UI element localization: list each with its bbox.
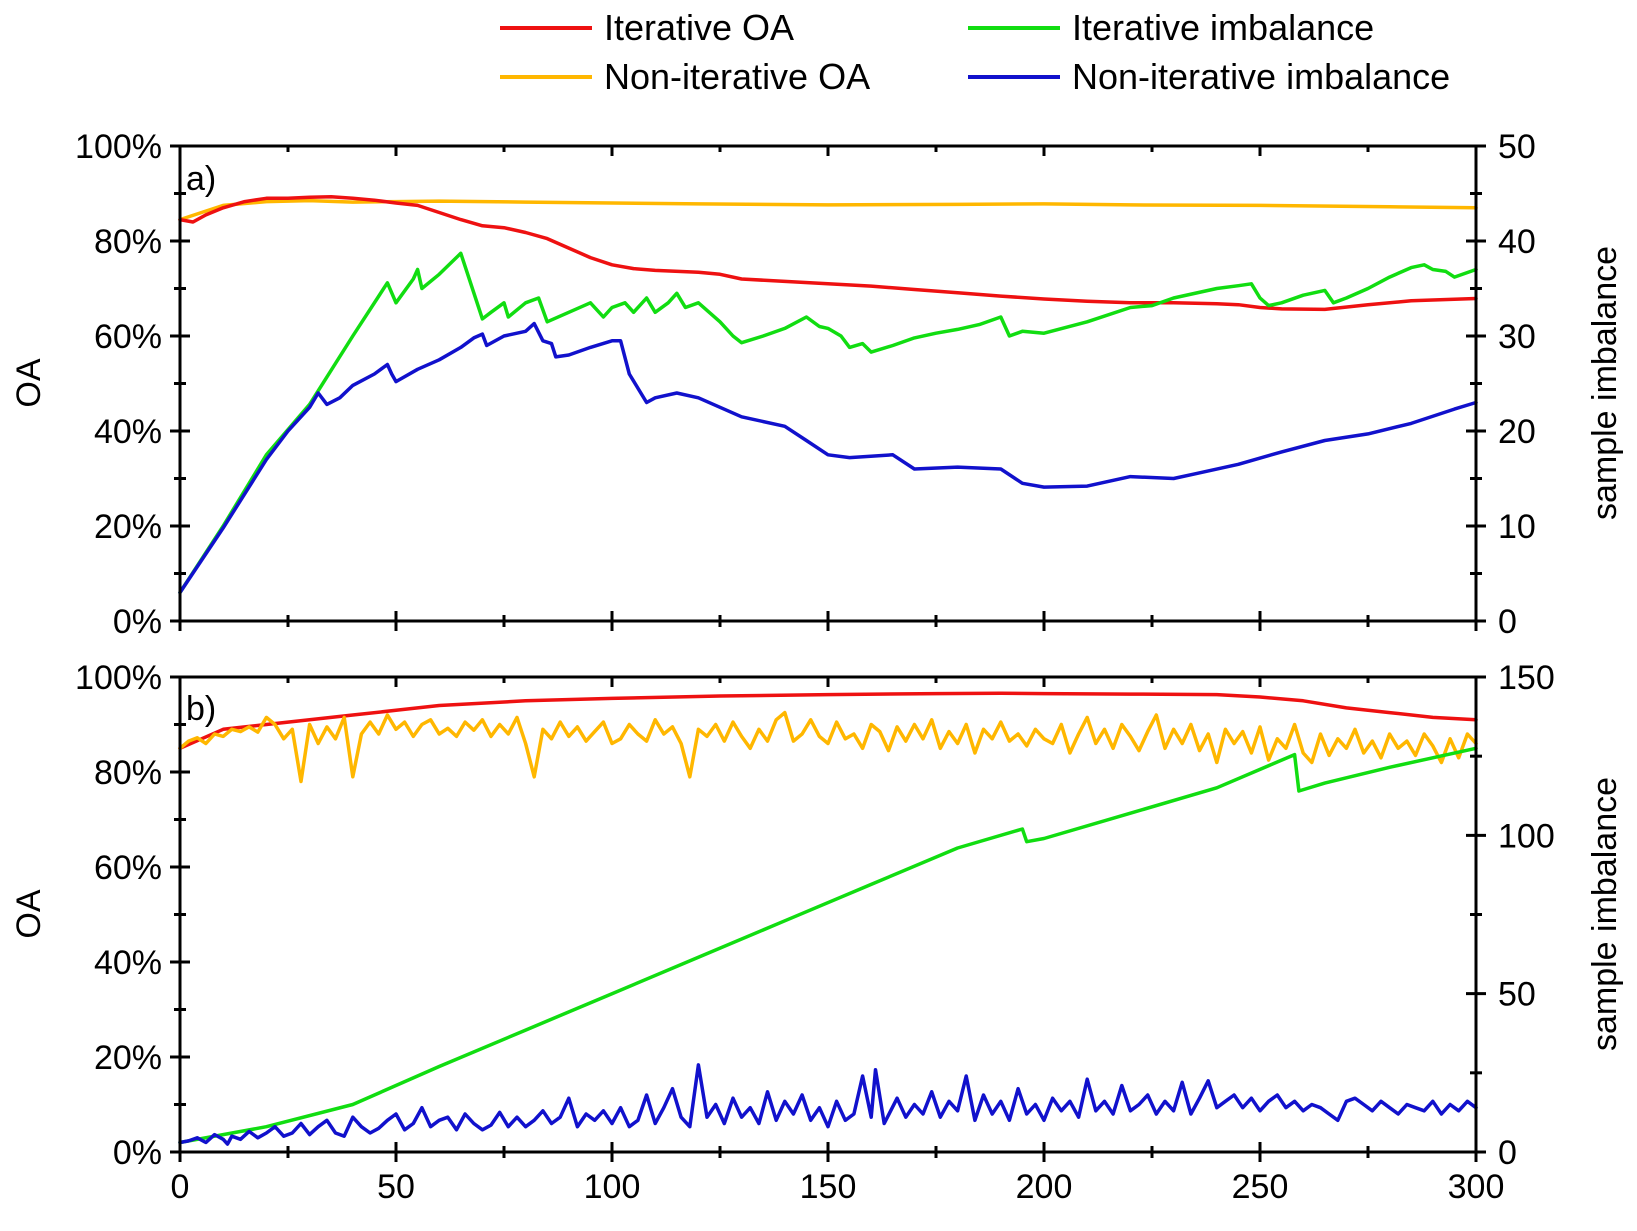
panel-b-left-tick-label: 80% <box>94 754 162 792</box>
panel-a-right-tick-label: 0 <box>1498 603 1517 641</box>
legend-label-iterative-oa: Iterative OA <box>604 7 794 48</box>
panel-b-left-tick-label: 0% <box>113 1134 162 1172</box>
panel-a-right-tick-label: 10 <box>1498 508 1536 546</box>
panel-a-right-tick-label: 50 <box>1498 128 1536 166</box>
panel-b-series <box>178 691 1478 1146</box>
legend: Iterative OA Iterative imbalance Non-ite… <box>500 7 1450 97</box>
x-tick-label: 0 <box>171 1168 190 1206</box>
x-axis-tick-labels: 0 50 100 150 200 250 300 <box>171 1168 1505 1206</box>
panel-a-left-tick-label: 40% <box>94 413 162 451</box>
panel-b-series-non-iterative-imbalance <box>178 1063 1478 1146</box>
panel-b: 0% 20% 40% 60% 80% 100% 0 50 100 150 b) OA sample… <box>10 659 1624 1172</box>
panel-a-series-iterative-imbalance <box>178 251 1478 595</box>
panel-b-left-tick-label: 100% <box>75 659 162 697</box>
panel-b-series-iterative-imbalance <box>178 746 1478 1145</box>
panel-a-series-non-iterative-imbalance <box>178 321 1478 595</box>
panel-a: 0% 20% 40% 60% 80% 100% 0 10 20 30 40 50 a) OA samp… <box>10 128 1624 641</box>
panel-a-right-tick-label: 40 <box>1498 223 1536 261</box>
panel-b-right-tick-label: 150 <box>1498 659 1555 697</box>
panel-a-ticks: 0% 20% 40% 60% 80% 100% 0 10 20 30 40 50 <box>75 128 1536 641</box>
panel-a-left-tick-label: 20% <box>94 508 162 546</box>
x-tick-label: 150 <box>800 1168 857 1206</box>
panel-a-left-tick-label: 80% <box>94 223 162 261</box>
panel-a-series-iterative-oa <box>178 195 1478 312</box>
panel-b-series-iterative-oa <box>178 691 1478 751</box>
panel-b-left-tick-label: 60% <box>94 849 162 887</box>
legend-label-non-iterative-oa: Non-iterative OA <box>604 56 870 97</box>
panel-a-right-tick-label: 20 <box>1498 413 1536 451</box>
panel-a-left-tick-label: 100% <box>75 128 162 166</box>
x-tick-label: 200 <box>1016 1168 1073 1206</box>
panel-b-right-tick-label: 0 <box>1498 1134 1517 1172</box>
panel-b-series-non-iterative-oa <box>178 710 1478 784</box>
panel-a-left-tick-label: 0% <box>113 603 162 641</box>
x-tick-label: 300 <box>1448 1168 1505 1206</box>
panel-a-series <box>178 195 1478 595</box>
panel-a-series-non-iterative-oa <box>178 198 1478 222</box>
x-tick-label: 50 <box>377 1168 415 1206</box>
x-tick-label: 100 <box>584 1168 641 1206</box>
panel-b-left-tick-label: 40% <box>94 944 162 982</box>
panel-b-ticks: 0% 20% 40% 60% 80% 100% 0 50 100 150 <box>75 659 1555 1172</box>
panel-b-left-tick-label: 20% <box>94 1039 162 1077</box>
panel-a-right-axis-title: sample imbalance <box>1586 246 1624 520</box>
panel-a-right-tick-label: 30 <box>1498 318 1536 356</box>
legend-label-iterative-imbalance: Iterative imbalance <box>1072 7 1374 48</box>
panel-b-right-axis-title: sample imbalance <box>1586 777 1624 1051</box>
x-tick-label: 250 <box>1232 1168 1289 1206</box>
panel-a-left-tick-label: 60% <box>94 318 162 356</box>
panel-b-right-tick-label: 100 <box>1498 817 1555 855</box>
panel-b-left-axis-title: OA <box>10 889 48 938</box>
panel-a-left-axis-title: OA <box>10 358 48 407</box>
legend-label-non-iterative-imbalance: Non-iterative imbalance <box>1072 56 1450 97</box>
panel-b-right-tick-label: 50 <box>1498 976 1536 1014</box>
panel-a-label: a) <box>186 160 216 198</box>
panel-b-label: b) <box>186 690 216 728</box>
